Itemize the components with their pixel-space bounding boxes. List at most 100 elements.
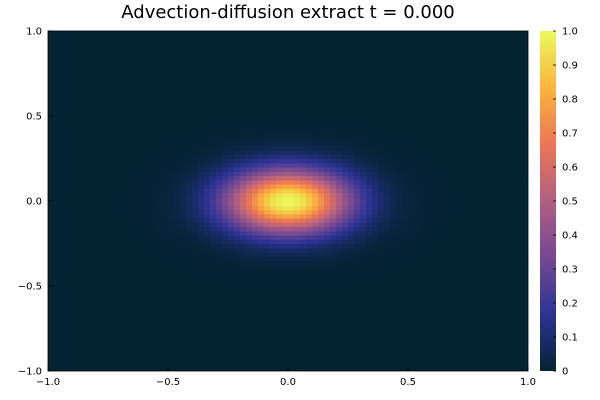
heatmap-cell (174, 120, 181, 126)
heatmap-cell (330, 269, 337, 274)
heatmap-cell (282, 311, 289, 317)
heatmap-cell (318, 362, 325, 368)
heatmap-cell (378, 141, 385, 147)
heatmap-cell (396, 205, 403, 211)
heatmap-cell (222, 103, 229, 109)
heatmap-cell (126, 69, 133, 75)
heatmap-cell (126, 307, 133, 313)
heatmap-cell (366, 196, 373, 202)
heatmap-cell (228, 239, 235, 245)
heatmap-cell (180, 209, 187, 215)
heatmap-cell (162, 239, 169, 245)
heatmap-cell (288, 86, 295, 92)
heatmap-cell (162, 290, 169, 296)
heatmap-cell (396, 175, 403, 181)
heatmap-cell (396, 162, 403, 168)
heatmap-cell (132, 150, 139, 155)
heatmap-cell (222, 94, 229, 100)
heatmap-cell (216, 315, 223, 321)
heatmap-cell (390, 120, 397, 126)
heatmap-cell (186, 277, 193, 283)
heatmap-cell (372, 362, 379, 368)
heatmap-cell (390, 52, 397, 58)
heatmap-cell (306, 213, 313, 219)
heatmap-cell (258, 264, 265, 270)
heatmap-cell (66, 154, 73, 160)
heatmap-cell (126, 362, 133, 368)
heatmap-cell (390, 256, 397, 262)
heatmap-cell (222, 311, 229, 317)
heatmap-cell (120, 269, 127, 274)
heatmap-cell (72, 366, 79, 371)
heatmap-cell (138, 167, 145, 172)
heatmap-cell (276, 315, 283, 321)
heatmap-cell (252, 111, 259, 117)
heatmap-cell (354, 256, 361, 262)
heatmap-cell (288, 48, 295, 53)
heatmap-cell (78, 201, 85, 206)
heatmap-cell (114, 192, 121, 198)
heatmap-cell (78, 222, 85, 228)
heatmap-cell (258, 345, 265, 351)
heatmap-cell (132, 209, 139, 215)
heatmap-cell (288, 99, 295, 104)
heatmap-cell (390, 328, 397, 334)
heatmap-cell (228, 124, 235, 130)
heatmap-cell (402, 273, 409, 279)
heatmap-cell (66, 230, 73, 236)
heatmap-cell (276, 56, 283, 62)
heatmap-cell (102, 192, 109, 198)
heatmap-cell (330, 332, 337, 338)
heatmap-cell (378, 290, 385, 296)
heatmap-cell (90, 298, 97, 304)
heatmap-cell (198, 188, 205, 194)
heatmap-cell (378, 77, 385, 83)
heatmap-cell (192, 362, 199, 368)
heatmap-cell (162, 260, 169, 266)
heatmap-cell (390, 107, 397, 113)
heatmap-cell (372, 349, 379, 355)
heatmap-cell (216, 60, 223, 66)
heatmap-cell (156, 86, 163, 92)
heatmap-cell (378, 196, 385, 202)
heatmap-cell (48, 260, 55, 266)
heatmap-cell (90, 337, 97, 342)
heatmap-cell (156, 303, 163, 308)
heatmap-cell (102, 294, 109, 300)
heatmap-cell (264, 256, 271, 262)
heatmap-cell (336, 362, 343, 368)
heatmap-cell (306, 184, 313, 189)
heatmap-cell (132, 345, 139, 351)
heatmap-cell (66, 52, 73, 58)
heatmap-cell (234, 247, 241, 253)
heatmap-cell (378, 69, 385, 75)
heatmap-cell (90, 218, 97, 223)
heatmap-cell (204, 324, 211, 330)
heatmap-cell (354, 239, 361, 245)
heatmap-cell (228, 150, 235, 155)
heatmap-cell (306, 137, 313, 143)
heatmap-cell (60, 141, 67, 147)
heatmap-cell (102, 52, 109, 58)
heatmap-cell (294, 315, 301, 321)
heatmap-cell (234, 286, 241, 291)
heatmap-cell (60, 35, 67, 41)
heatmap-cell (96, 171, 103, 177)
heatmap-cell (276, 179, 283, 185)
heatmap-cell (414, 358, 421, 364)
heatmap-cell (120, 290, 127, 296)
heatmap-cell (108, 196, 115, 202)
heatmap-cell (318, 192, 325, 198)
heatmap-cell (384, 230, 391, 236)
heatmap-cell (324, 39, 331, 45)
heatmap-cell (54, 260, 61, 266)
heatmap-cell (210, 201, 217, 206)
heatmap-cell (228, 145, 235, 151)
heatmap-cell (240, 69, 247, 75)
heatmap-cell (408, 286, 415, 291)
heatmap-cell (276, 43, 283, 49)
heatmap-cell (102, 184, 109, 189)
heatmap-cell (372, 124, 379, 130)
heatmap-cell (306, 94, 313, 100)
heatmap-cell (66, 307, 73, 313)
